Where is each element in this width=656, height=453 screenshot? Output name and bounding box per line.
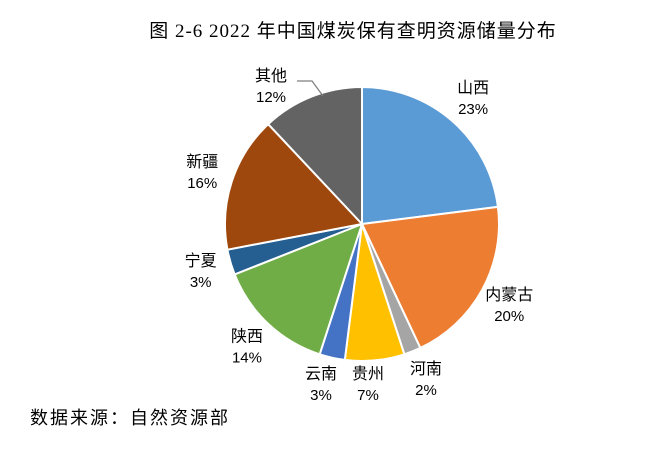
pie-slice-5: [233, 223, 363, 356]
slice-label-6: 宁夏 3%: [185, 252, 217, 291]
pie-slice-0: [361, 86, 499, 225]
pie-slice-8: [267, 86, 363, 225]
slice-label-4: 云南 3%: [305, 365, 337, 404]
pie-slice-1: [361, 205, 500, 349]
label-leader-line: [297, 80, 324, 97]
slice-label-7: 新疆 16%: [186, 153, 218, 192]
data-source: 数据来源：自然资源部: [30, 408, 230, 428]
slice-label-2: 河南 2%: [410, 360, 442, 399]
slice-label-1: 内蒙古 20%: [485, 286, 533, 325]
slice-label-5: 陕西 14%: [231, 327, 263, 366]
slice-label-0: 山西 23%: [457, 79, 489, 118]
pie-slice-7: [224, 123, 363, 251]
chart-title: 图 2-6 2022 年中国煤炭保有查明资源储量分布: [149, 21, 557, 42]
slice-label-8: 其他 12%: [255, 67, 287, 106]
slice-label-3: 贵州 7%: [352, 365, 384, 404]
